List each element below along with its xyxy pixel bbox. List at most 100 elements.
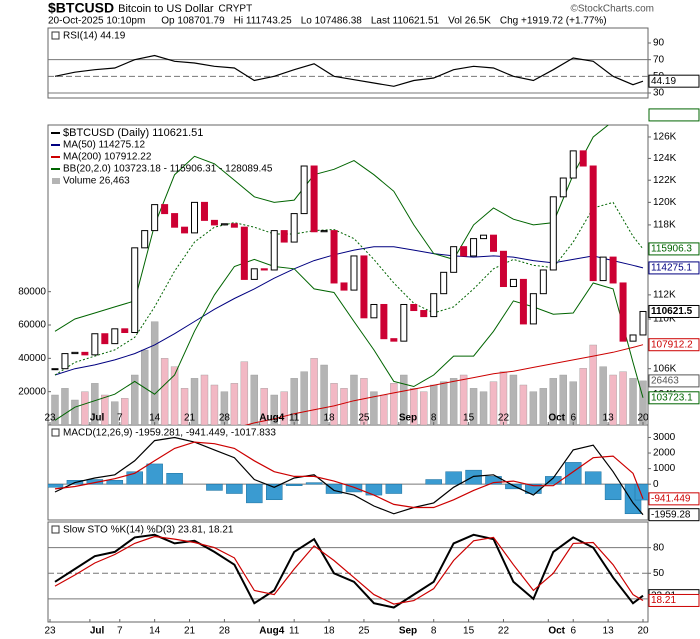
volume-bar (629, 378, 637, 425)
value-tag (648, 593, 700, 607)
candle (450, 246, 458, 273)
value-tag (648, 304, 700, 318)
x-tick-label: 6 (570, 413, 576, 424)
x-tick-label: 23 (44, 413, 56, 424)
x-tick-label: Aug4 (259, 626, 284, 637)
volume-bar (579, 368, 587, 425)
candle (480, 234, 488, 240)
volume-bar (290, 378, 298, 425)
y-tick-label: 2000 (653, 448, 676, 459)
volume-bar (101, 394, 109, 425)
y-tick-label: 80 (653, 542, 665, 553)
volume-bar (230, 383, 239, 425)
candle (191, 201, 199, 234)
y-tick-label: 0 (653, 479, 659, 490)
indicator-line (54, 441, 644, 509)
x-tick-label: 8 (431, 413, 437, 424)
histogram-bar (226, 483, 243, 494)
candle (250, 268, 258, 280)
x-tick-label: 14 (149, 626, 161, 637)
y-tick-label: 112K (653, 290, 676, 301)
x-tick-label: Sep (399, 413, 417, 424)
candle (280, 230, 288, 243)
y-tick-label: 3000 (653, 432, 676, 443)
volume-bar (549, 378, 558, 425)
value-tag (648, 108, 700, 122)
volume-bar (539, 388, 548, 425)
y-tick-label: 70 (653, 54, 665, 65)
overlay-line (244, 344, 644, 425)
candle (220, 223, 228, 226)
histogram-bar (305, 482, 323, 485)
value-tag-label: 26463 (651, 376, 679, 387)
candle (430, 293, 438, 318)
x-tick-label: Jul (90, 413, 105, 424)
source: ©StockCharts.com (570, 4, 654, 15)
candle (490, 234, 498, 252)
volume-bar (71, 399, 79, 425)
value-tag-label: 18.21 (651, 595, 676, 606)
histogram-bar (345, 483, 363, 493)
indicator-line (54, 533, 644, 609)
legend-swatch (51, 31, 60, 40)
value-tag-label: -1959.28 (651, 509, 691, 520)
y-tick-label: 118K (653, 220, 676, 231)
candle (609, 256, 617, 284)
volume-tick-label: 80000 (18, 286, 46, 297)
histogram-bar (86, 479, 104, 485)
volume-bar (370, 391, 378, 425)
indicator-line (54, 436, 644, 516)
volume-bar (61, 388, 69, 425)
volume-bar (449, 378, 458, 425)
y-tick-label: 126K (653, 132, 677, 143)
legend-title: Slow STO %K(14) %D(3) 23.81, 18.21 (63, 525, 234, 536)
volume-bar (439, 381, 448, 425)
candle (360, 255, 368, 319)
candle (380, 303, 388, 340)
plot-area (48, 436, 648, 516)
volume-bar (420, 391, 428, 425)
volume-bar (609, 374, 617, 425)
volume-bar (330, 383, 338, 425)
candle (499, 250, 507, 288)
value-tag (648, 261, 700, 275)
candle (460, 246, 468, 257)
x-tick-label: Sep (399, 626, 417, 637)
volume-bar (270, 394, 278, 425)
candle (539, 269, 547, 295)
x-tick-label: 15 (463, 626, 475, 637)
header-stat: Lo 107486.38 (301, 16, 363, 27)
volume-bar (150, 321, 159, 425)
candle (599, 256, 607, 282)
exchange: CRYPT (219, 4, 253, 15)
volume-bar (529, 391, 538, 425)
candle (330, 230, 338, 284)
histogram-bar (604, 483, 622, 501)
date: 20-Oct-2025 10:10pm (48, 16, 145, 27)
x-tick-label: 7 (117, 413, 123, 424)
y-tick-label: 110K (653, 314, 676, 325)
x-tick-label: 23 (44, 626, 56, 637)
candle (619, 282, 627, 342)
x-tick-label: 18 (323, 626, 335, 637)
volume-bar (190, 378, 199, 425)
candle (519, 278, 527, 325)
volume-bar (131, 374, 139, 425)
x-tick-label: 22 (498, 413, 510, 424)
panel-frame (47, 424, 649, 521)
candle (260, 268, 268, 271)
candle (51, 368, 59, 371)
candle (210, 219, 218, 226)
volume-bar (489, 381, 498, 425)
volume-bar (589, 344, 597, 425)
volume-bar (111, 401, 119, 425)
legend-entry: BB(20,2.0) 103723.18 - 115906.31 - 12808… (63, 164, 273, 175)
x-tick-label: 21 (184, 626, 196, 637)
histogram-bar (385, 483, 403, 494)
value-tag (648, 492, 700, 506)
header-stat: Hi 111743.25 (234, 16, 292, 27)
candle (240, 226, 248, 280)
volume-bar (360, 378, 368, 425)
candle (579, 150, 587, 167)
candle (420, 310, 428, 318)
